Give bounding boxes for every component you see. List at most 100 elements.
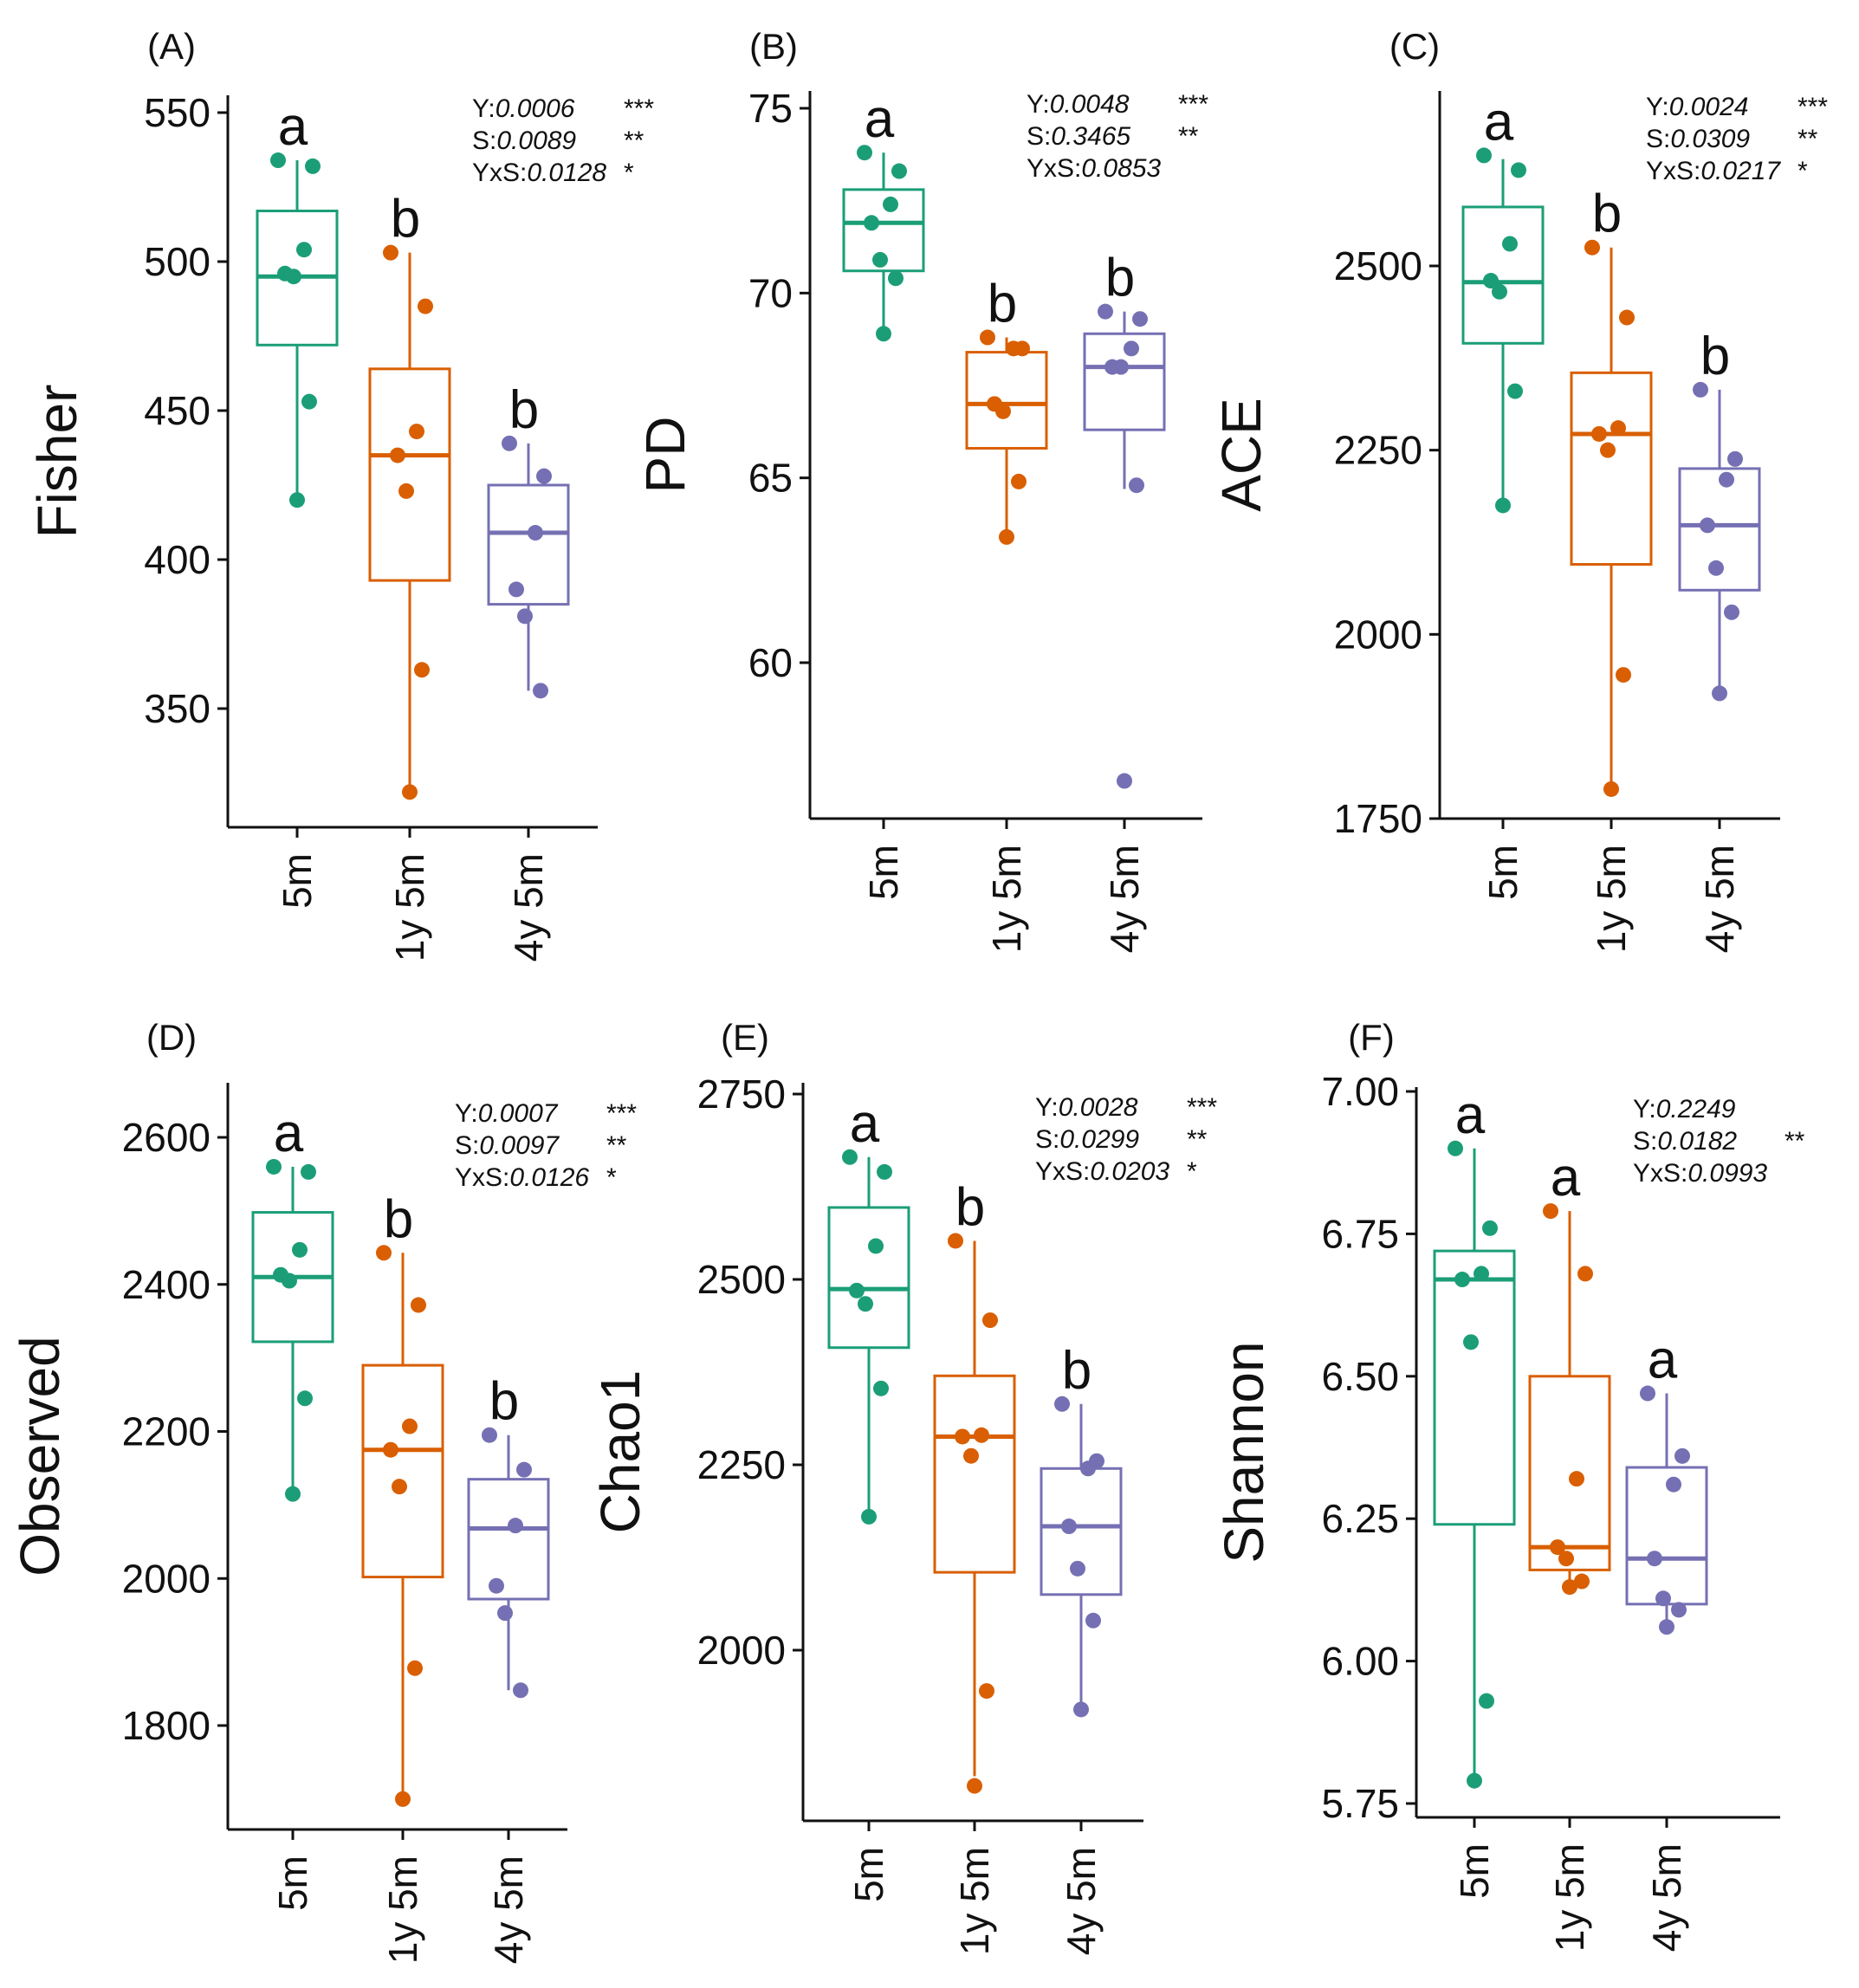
significance-letter: b — [1700, 327, 1730, 386]
data-point — [289, 492, 305, 508]
y-axis-title: Chao1 — [589, 1370, 651, 1534]
box-1y5m — [361, 1363, 444, 1579]
data-point — [1448, 1140, 1463, 1156]
data-point — [305, 158, 321, 174]
data-point — [497, 1605, 513, 1622]
stat-line: S:0.3465 — [1027, 122, 1130, 151]
significance-letter: a — [1648, 1331, 1678, 1390]
data-point — [296, 242, 312, 258]
y-axis-title: Shannon — [1213, 1341, 1275, 1563]
box-1y5m — [1528, 1375, 1611, 1571]
y-tick-label: 6.75 — [1321, 1211, 1399, 1256]
y-tick-label: 1750 — [1334, 796, 1422, 841]
y-tick-label: 65 — [748, 456, 793, 501]
y-tick-label: 75 — [748, 86, 793, 131]
significance-letter: a — [865, 89, 895, 149]
significance-letter: b — [509, 380, 539, 440]
panel-label: (D) — [146, 1017, 197, 1058]
y-tick-label: 2600 — [122, 1115, 211, 1160]
data-point — [1479, 1693, 1494, 1709]
data-point — [888, 270, 904, 287]
data-point — [974, 1427, 989, 1443]
data-point — [270, 152, 286, 169]
box-4y5m — [467, 1478, 550, 1601]
x-tick-label: 4y 5m — [1644, 1843, 1689, 1952]
data-point — [1562, 1579, 1577, 1596]
data-point — [849, 1282, 865, 1298]
data-point — [868, 1238, 884, 1254]
data-point — [1073, 1701, 1089, 1718]
stat-line: S:0.0089 — [472, 126, 576, 155]
panel-b: (B) 60 65 70 75 PD 5m 1y 5m 4y 5m a b b Y:0.0048 *** S… — [634, 26, 1208, 953]
box-1y5m — [965, 351, 1048, 450]
data-point — [398, 482, 414, 499]
x-tick-label: 4y 5m — [1102, 845, 1147, 953]
data-point — [489, 1577, 504, 1594]
data-point — [1727, 450, 1743, 467]
box-5m — [842, 188, 925, 273]
significance-letter: b — [988, 275, 1017, 334]
data-point — [301, 1163, 316, 1180]
data-point — [1584, 239, 1600, 256]
data-point — [1467, 1772, 1482, 1789]
data-point — [1577, 1266, 1593, 1282]
stat-stars: ** — [624, 126, 644, 155]
data-point — [286, 269, 301, 285]
data-point — [979, 1683, 994, 1700]
data-point — [883, 196, 898, 212]
data-point — [877, 1163, 892, 1180]
significance-letter: a — [1484, 92, 1514, 152]
data-point — [502, 435, 517, 451]
panel-a: (A) 350 400 450 500 550 Fisher 5m 1y 5m 4y 5m a b b Y… — [26, 26, 654, 962]
y-axis-title: PD — [634, 417, 696, 494]
panel-label: (E) — [721, 1017, 769, 1058]
stat-line: YxS:0.0217 — [1646, 157, 1781, 185]
box-4y5m — [1040, 1467, 1123, 1596]
data-point — [1591, 425, 1607, 442]
x-tick-label: 5m — [270, 1855, 315, 1911]
data-point — [1712, 685, 1727, 702]
x-tick-label: 5m — [861, 845, 906, 900]
y-tick-label: 400 — [144, 537, 211, 582]
data-point — [414, 662, 430, 678]
stat-stars: ** — [606, 1131, 627, 1160]
data-point — [1463, 1334, 1479, 1350]
data-point — [482, 1427, 497, 1443]
x-tick-label: 5m — [846, 1847, 891, 1902]
x-tick-label: 5m — [1452, 1843, 1497, 1899]
data-point — [1574, 1573, 1590, 1590]
data-point — [1495, 497, 1511, 514]
y-tick-label: 550 — [144, 90, 211, 135]
y-tick-label: 70 — [748, 270, 793, 315]
data-point — [1454, 1272, 1470, 1288]
data-point — [418, 298, 433, 314]
panel-label: (F) — [1348, 1017, 1395, 1058]
y-tick-label: 2400 — [122, 1262, 211, 1307]
y-tick-label: 2500 — [697, 1257, 786, 1302]
stat-stars: *** — [624, 94, 654, 123]
data-point — [873, 1380, 889, 1396]
y-tick-label: 2250 — [1334, 428, 1422, 473]
x-tick-label: 5m — [275, 853, 320, 909]
stat-line: YxS:0.0128 — [472, 159, 606, 187]
data-point — [1569, 1471, 1584, 1487]
box-1y5m — [933, 1374, 1016, 1574]
significance-letter: a — [850, 1094, 880, 1154]
significance-letter: a — [1551, 1148, 1581, 1208]
data-point — [1492, 283, 1507, 300]
data-point — [297, 1390, 313, 1407]
data-point — [1619, 309, 1635, 326]
box-4y5m — [487, 483, 570, 606]
significance-letter: b — [1105, 249, 1135, 308]
y-tick-label: 7.00 — [1321, 1069, 1399, 1114]
x-tick-label: 4y 5m — [506, 853, 551, 962]
panel-c: (C) 1750 2000 2250 2500 ACE 5m 1y 5m 4y 5m a b b Y:0… — [1210, 26, 1828, 953]
data-point — [402, 1418, 418, 1434]
data-point — [876, 326, 891, 342]
data-point — [301, 393, 317, 410]
panel-f: (F) 5.75 6.00 6.25 6.50 6.75 7.00 Shannon 5m 1y 5… — [1213, 1017, 1805, 1952]
data-point — [1610, 420, 1626, 437]
y-tick-label: 2000 — [697, 1628, 786, 1673]
data-point — [963, 1447, 979, 1464]
data-point — [1061, 1519, 1077, 1535]
